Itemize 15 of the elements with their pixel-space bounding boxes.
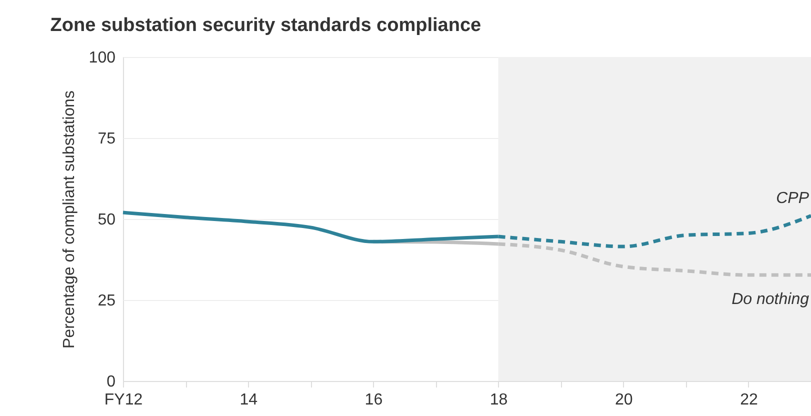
y-tick-label: 50 [98,212,116,228]
chart-title: Zone substation security standards compliance [50,15,482,36]
series-label: CPP [776,190,810,207]
x-tick-label: 22 [740,392,758,408]
y-tick-label: 75 [98,130,116,148]
y-axis-title: Percentage of compliant substations [60,90,78,348]
series-label: Do nothing [732,291,810,308]
x-tick-label: FY12 [104,392,143,408]
y-tick-label: 25 [98,292,116,310]
y-tick-label: 100 [88,50,116,66]
x-tick-label: 16 [364,392,383,408]
x-tick-label: 20 [614,392,633,408]
x-tick-label: 14 [240,392,258,408]
y-tick-label: 0 [106,374,116,390]
x-tick-label: 18 [490,392,508,408]
